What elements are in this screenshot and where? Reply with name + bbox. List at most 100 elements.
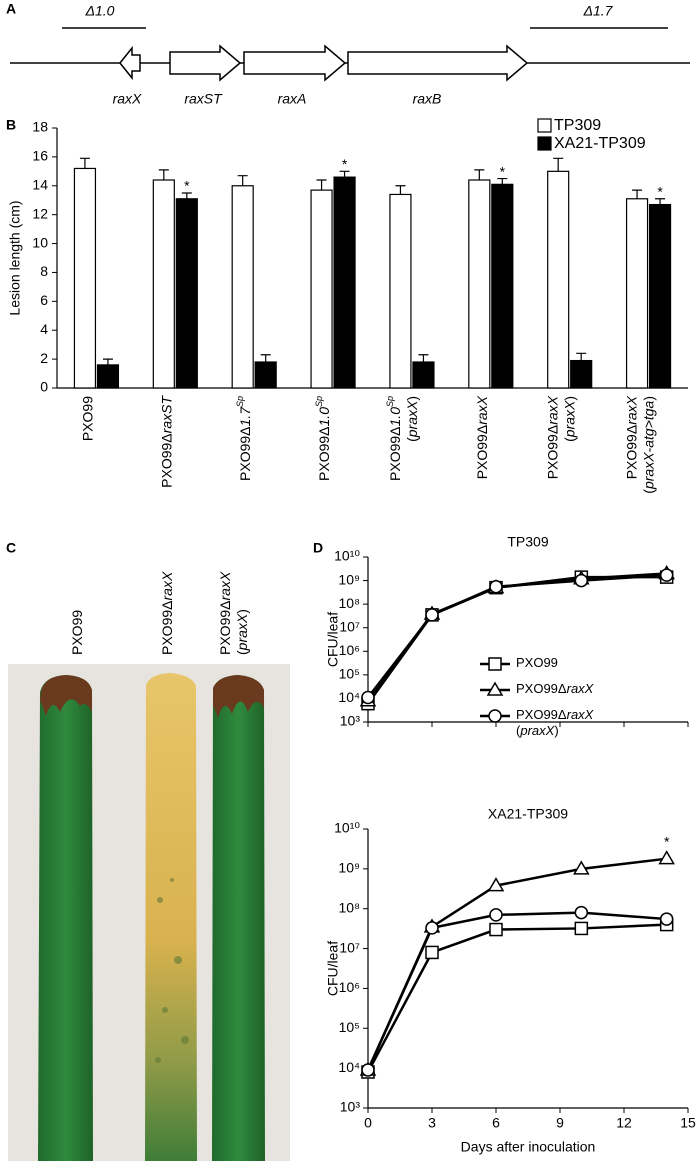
error-bar	[102, 358, 113, 365]
error-bar	[474, 169, 485, 180]
significance-marker: *	[500, 163, 506, 179]
series-line	[366, 911, 667, 1071]
y-tick-label: 14	[32, 176, 48, 192]
text-run: PXO99	[69, 610, 85, 655]
text-run: (	[404, 437, 420, 442]
text-run: raxX	[159, 571, 175, 600]
bar	[547, 170, 570, 389]
gene-arrow	[243, 44, 347, 82]
error-bar	[576, 352, 587, 361]
bar	[310, 189, 333, 389]
legend-label: PXO99	[516, 655, 558, 670]
strain-label: PXO99ΔraxX	[217, 571, 233, 655]
leaf-spots	[155, 878, 189, 1063]
marker	[489, 908, 503, 922]
series-line	[367, 573, 667, 699]
strain-label: PXO99	[69, 610, 85, 655]
y-tick-label: 10⁷	[339, 618, 360, 634]
text-run: (	[234, 650, 250, 655]
bar	[254, 361, 277, 389]
gene-arrow	[169, 44, 242, 82]
x-tick-label: 9	[556, 1115, 564, 1131]
x-tick-label: 15	[680, 1115, 696, 1131]
y-tick-label: 10³	[340, 1099, 361, 1115]
bar	[412, 361, 435, 389]
text-run: praxX	[234, 613, 250, 651]
text-run: raxX	[623, 395, 639, 424]
error-bar	[339, 170, 350, 178]
y-tick-label: 10³	[340, 713, 361, 729]
y-tick-label: 10⁵	[339, 666, 360, 682]
text-run: 1.7	[237, 406, 253, 427]
leaf	[38, 675, 93, 1161]
text-run: PXO99Δ	[623, 425, 639, 480]
text-run: raxX	[544, 395, 560, 424]
text-run: )	[640, 396, 656, 401]
significance-marker: *	[657, 183, 663, 199]
panel-label: D	[313, 540, 323, 556]
text-run: PXO99Δ	[516, 707, 567, 722]
gene-arrow	[347, 44, 529, 82]
text-run: Sp	[236, 396, 246, 407]
y-axis-label: CFU/leaf	[325, 941, 341, 996]
leaf	[212, 675, 265, 1161]
x-tick-label: (praxX-atg>tga)	[640, 396, 656, 494]
y-tick-label: 10⁹	[338, 860, 360, 876]
bar	[73, 167, 97, 389]
strain-label: (praxX)	[234, 609, 250, 655]
text-run: Sp	[314, 396, 324, 407]
text-run: PXO99	[516, 655, 558, 670]
text-run: praxX	[404, 400, 420, 438]
leaf-lesion	[40, 675, 92, 716]
y-tick-label: 10⁸	[339, 595, 361, 611]
significance-marker: *	[184, 178, 190, 194]
significance-marker: *	[342, 156, 348, 172]
leaf	[145, 673, 197, 1161]
text-run: )	[234, 609, 250, 614]
marker	[425, 945, 439, 960]
error-bar	[260, 354, 271, 362]
y-tick-label: 10⁹	[338, 571, 360, 587]
series-line	[366, 857, 667, 1071]
error-bar	[79, 157, 90, 169]
error-bar	[181, 192, 192, 199]
text-run: )	[554, 723, 558, 738]
legend-label: PXO99ΔraxX	[516, 707, 595, 722]
text-run: raxX	[567, 681, 595, 696]
panel-label: C	[6, 540, 16, 556]
y-tick-label: 16	[32, 148, 48, 164]
legend-label: PXO99ΔraxX	[516, 681, 595, 696]
panel-label: A	[6, 1, 16, 17]
significance-marker: *	[664, 833, 670, 849]
x-tick-label: PXO99Δ1.7Sp	[236, 396, 253, 481]
bar	[175, 198, 198, 389]
text-run: PXO99Δ	[316, 426, 332, 481]
chart-title: XA21-TP309	[488, 806, 568, 822]
error-bar	[497, 177, 508, 185]
y-tick-label: 10⁷	[339, 939, 360, 955]
x-tick-label: (praxX)	[561, 396, 577, 442]
x-tick-label: PXO99ΔraxX	[544, 395, 560, 479]
y-tick-label: 10⁶	[339, 642, 360, 658]
text-run: (	[516, 723, 521, 738]
marker	[361, 690, 375, 705]
y-tick-label: 10	[32, 234, 48, 250]
x-tick-label: PXO99	[79, 396, 95, 441]
strain-label: PXO99ΔraxX	[159, 571, 175, 655]
marker	[489, 579, 503, 594]
error-bar	[237, 175, 248, 186]
panel-label: B	[6, 117, 16, 133]
marker	[489, 922, 503, 937]
bar	[625, 198, 649, 389]
marker	[659, 912, 674, 926]
text-run: PXO99Δ	[544, 425, 560, 480]
bar	[152, 179, 175, 389]
error-bar	[158, 169, 169, 180]
x-tick-label: PXO99ΔraxST	[158, 395, 174, 488]
gene-arrow	[119, 45, 141, 81]
x-tick-label: PXO99ΔraxX	[474, 395, 490, 479]
error-bar	[395, 185, 406, 195]
text-run: praxX	[519, 723, 555, 738]
bar	[570, 359, 593, 389]
y-tick-label: 10⁵	[339, 1019, 360, 1035]
